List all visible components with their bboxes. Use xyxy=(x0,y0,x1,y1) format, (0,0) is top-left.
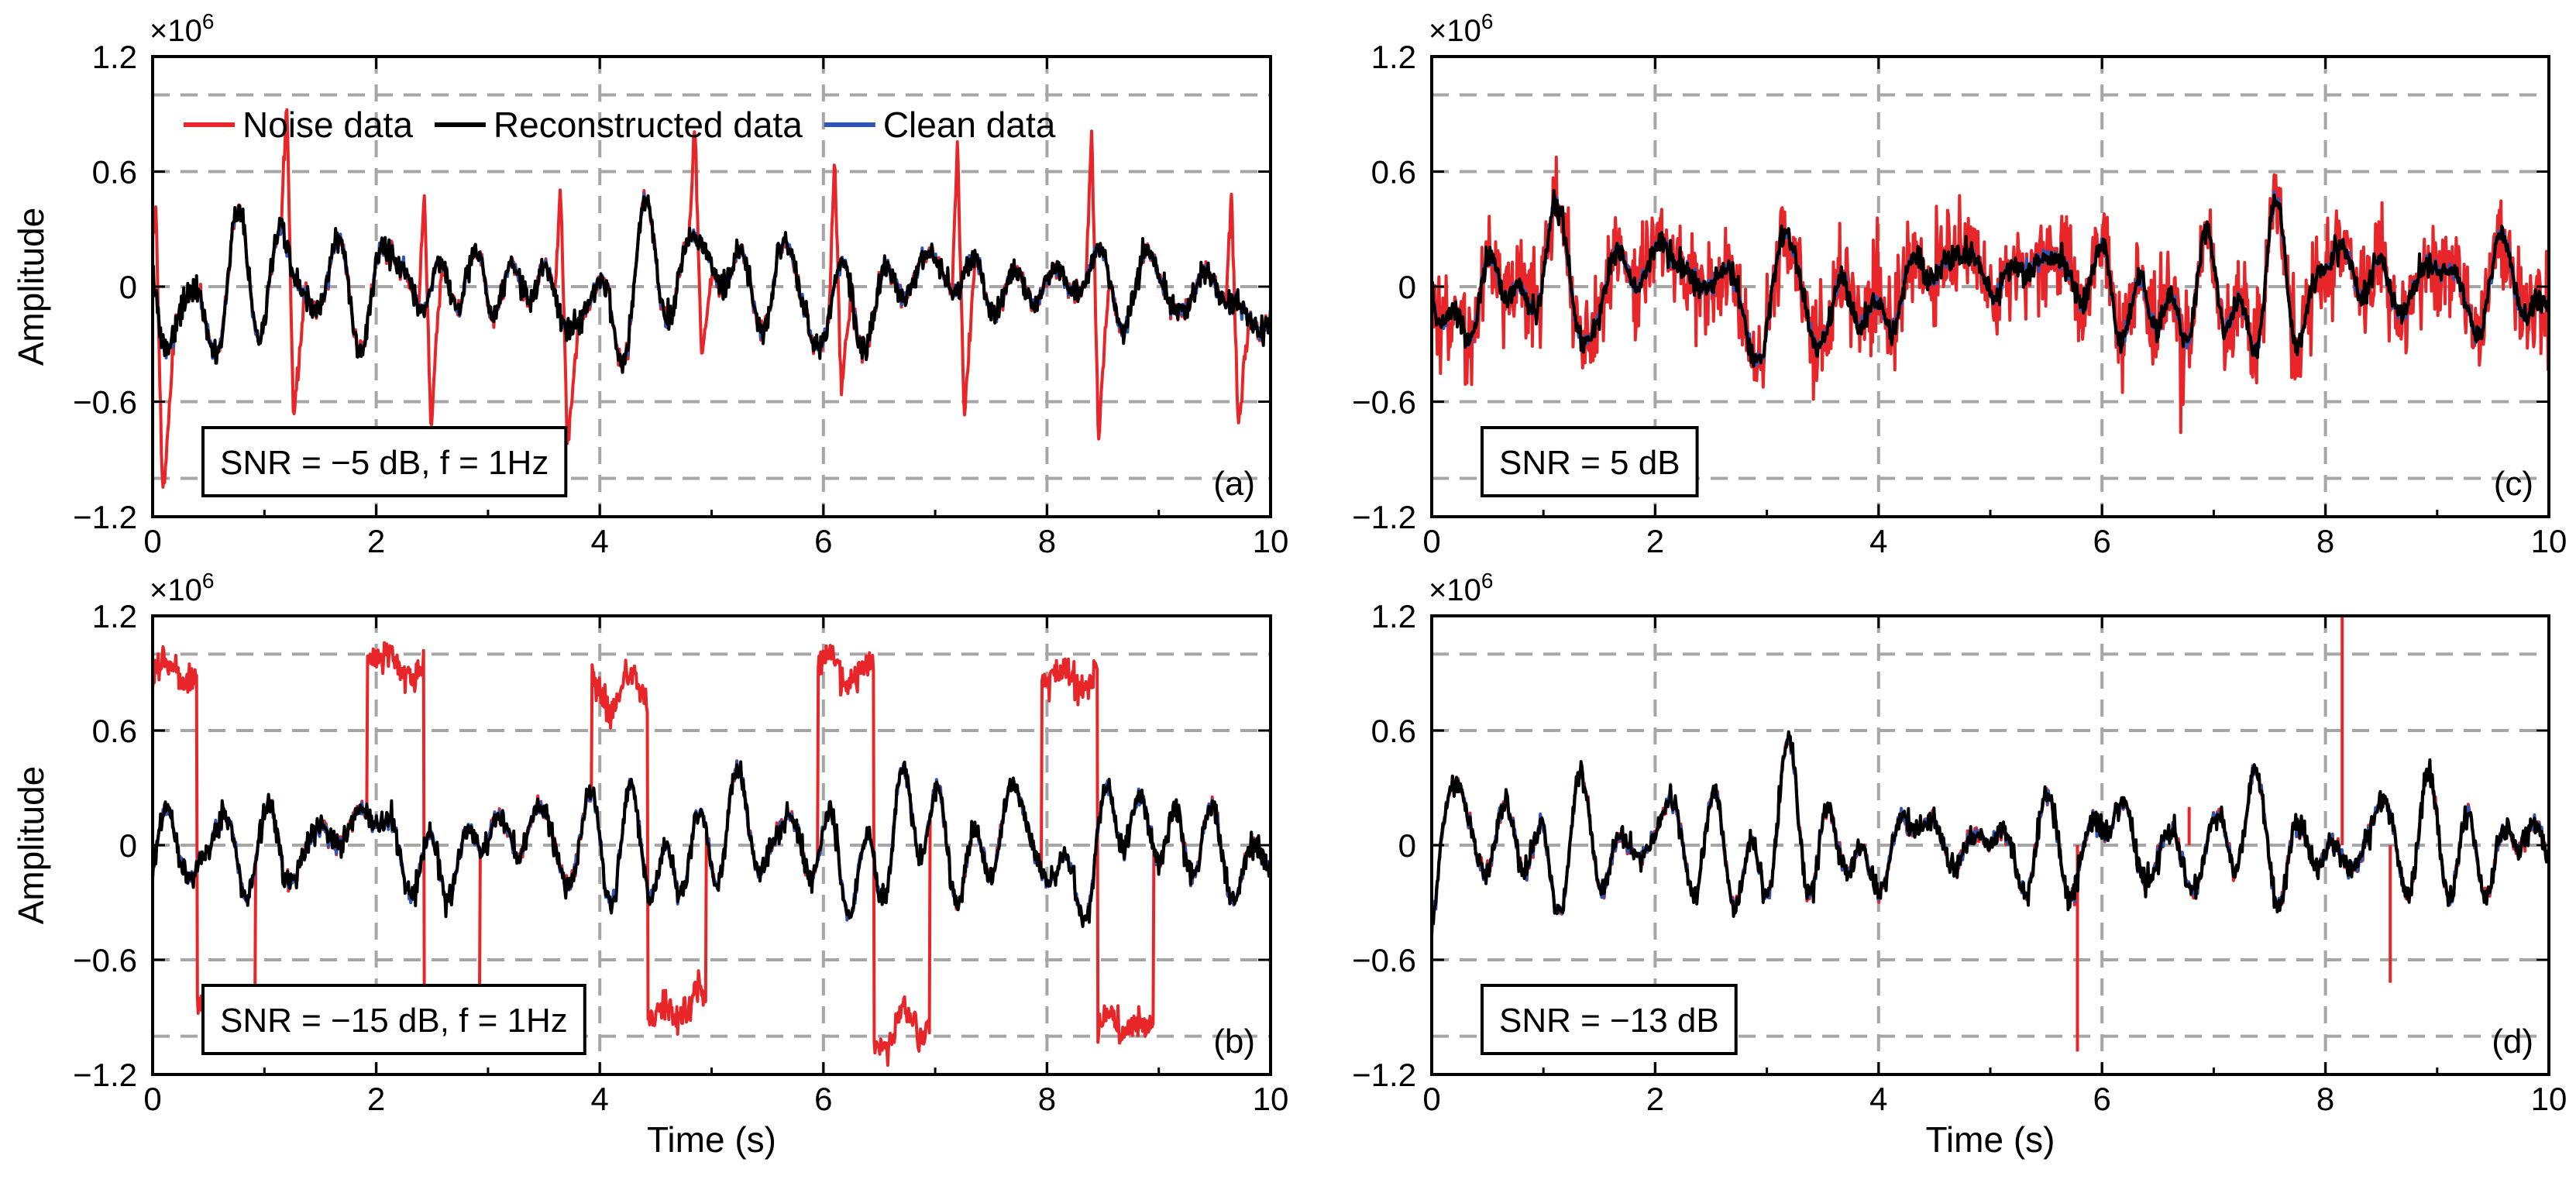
y-axis-title: Amplitude xyxy=(11,766,51,925)
x-axis-title: Time (s) xyxy=(1926,1119,2055,1160)
x-tick-label: 6 xyxy=(2093,1081,2111,1117)
x-tick-label: 2 xyxy=(1646,1081,1664,1117)
y-multiplier-exponent: 6 xyxy=(202,9,215,33)
y-tick-label: −1.2 xyxy=(73,1057,137,1093)
reconstructed-data-line xyxy=(1430,730,2550,938)
panel-tag: (c) xyxy=(2494,465,2533,503)
snr-annotation-text: SNR = −13 dB xyxy=(1499,1002,1719,1040)
x-tick-label: 8 xyxy=(1038,1081,1056,1117)
x-tick-label: 4 xyxy=(1869,523,1887,559)
y-multiplier: ×106 xyxy=(150,569,214,607)
x-tick-label: 2 xyxy=(367,523,385,559)
clean-data-line xyxy=(1430,734,2550,937)
panel-c: 0 2 4 6 8 10 −1.2 −0.6 0 0.6 1.2 ×106 SNR = 5 dB (c) xyxy=(1352,9,2567,559)
panel-b: 0 2 4 6 8 10 −1.2 −0.6 0 0.6 1.2 ×106 Amplitude Time … xyxy=(11,569,1288,1160)
x-tick-label: 6 xyxy=(814,523,832,559)
x-tick-label: 10 xyxy=(2531,523,2567,559)
x-tick-label: 8 xyxy=(2316,523,2334,559)
y-multiplier: ×106 xyxy=(1429,9,1493,48)
y-tick-label: 0.6 xyxy=(1371,713,1416,749)
x-tick-label: 4 xyxy=(591,1081,609,1117)
snr-annotation-text: SNR = −5 dB, f = 1Hz xyxy=(220,444,549,482)
x-tick-label: 8 xyxy=(2316,1081,2334,1117)
legend-label: Reconstructed data xyxy=(494,105,803,145)
legend-label: Noise data xyxy=(242,105,413,145)
y-multiplier: ×106 xyxy=(1429,569,1493,607)
snr-annotation-box xyxy=(201,984,586,1055)
panel-d: 0 2 4 6 8 10 −1.2 −0.6 0 0.6 1.2 ×106 Time (s) SNR = … xyxy=(1352,569,2567,1160)
x-tick-label: 0 xyxy=(1422,523,1440,559)
snr-annotation-box xyxy=(201,426,568,497)
y-multiplier-exponent: 6 xyxy=(1481,9,1494,33)
panel-tag: (b) xyxy=(1213,1023,1255,1061)
y-tick-label: −1.2 xyxy=(1352,1057,1416,1093)
reconstructed-data-line xyxy=(1430,189,2550,368)
y-tick-label: 1.2 xyxy=(1371,598,1416,634)
legend-label: Clean data xyxy=(883,105,1056,145)
x-tick-label: 0 xyxy=(143,523,161,559)
y-tick-label: −1.2 xyxy=(73,499,137,535)
x-tick-label: 4 xyxy=(591,523,609,559)
y-tick-label: 0 xyxy=(1398,269,1416,305)
x-tick-label: 0 xyxy=(1422,1081,1440,1117)
panel-a: 0 2 4 6 8 10 −1.2 −0.6 0 0.6 1.2 ×106 Amplitude SNR =… xyxy=(11,9,1288,559)
x-tick-label: 10 xyxy=(1253,523,1289,559)
y-axis-title: Amplitude xyxy=(11,208,51,366)
y-tick-label: 0 xyxy=(1398,827,1416,864)
y-tick-label: 0.6 xyxy=(92,713,137,749)
x-axis-title: Time (s) xyxy=(647,1119,776,1160)
y-tick-label: −0.6 xyxy=(73,384,137,421)
y-tick-label: 0.6 xyxy=(1371,154,1416,191)
y-tick-label: −0.6 xyxy=(1352,942,1416,978)
y-multiplier-exponent: 6 xyxy=(1481,569,1494,593)
x-tick-label: 8 xyxy=(1038,523,1056,559)
y-tick-label: −1.2 xyxy=(1352,499,1416,535)
x-tick-label: 2 xyxy=(1646,523,1664,559)
panel-tag: (a) xyxy=(1213,465,1255,503)
y-tick-label: 0 xyxy=(119,269,137,305)
y-tick-label: 0 xyxy=(119,827,137,864)
y-tick-label: 0.6 xyxy=(92,154,137,191)
panel-tag: (d) xyxy=(2492,1023,2533,1061)
x-tick-label: 6 xyxy=(814,1081,832,1117)
x-tick-label: 10 xyxy=(1253,1081,1289,1117)
y-tick-label: −0.6 xyxy=(73,942,137,978)
x-tick-label: 6 xyxy=(2093,523,2111,559)
snr-annotation-text: SNR = 5 dB xyxy=(1499,444,1680,482)
y-tick-label: 1.2 xyxy=(1371,39,1416,75)
y-tick-label: 1.2 xyxy=(92,39,137,75)
x-tick-label: 4 xyxy=(1869,1081,1887,1117)
y-multiplier: ×106 xyxy=(150,9,214,48)
y-tick-label: 1.2 xyxy=(92,598,137,634)
reconstructed-data-line xyxy=(151,194,1272,374)
x-tick-label: 0 xyxy=(143,1081,161,1117)
legend: Noise data Reconstructed data Clean data xyxy=(184,105,1056,145)
snr-annotation-text: SNR = −15 dB, f = 1Hz xyxy=(220,1002,568,1040)
reconstructed-data-line xyxy=(151,760,1272,928)
x-tick-label: 2 xyxy=(367,1081,385,1117)
snr-annotation-box xyxy=(1481,984,1738,1055)
x-tick-label: 10 xyxy=(2531,1081,2567,1117)
y-multiplier-exponent: 6 xyxy=(202,569,215,593)
y-tick-label: −0.6 xyxy=(1352,384,1416,421)
noise-data-line xyxy=(1430,734,2550,934)
snr-annotation-box xyxy=(1481,426,1699,497)
